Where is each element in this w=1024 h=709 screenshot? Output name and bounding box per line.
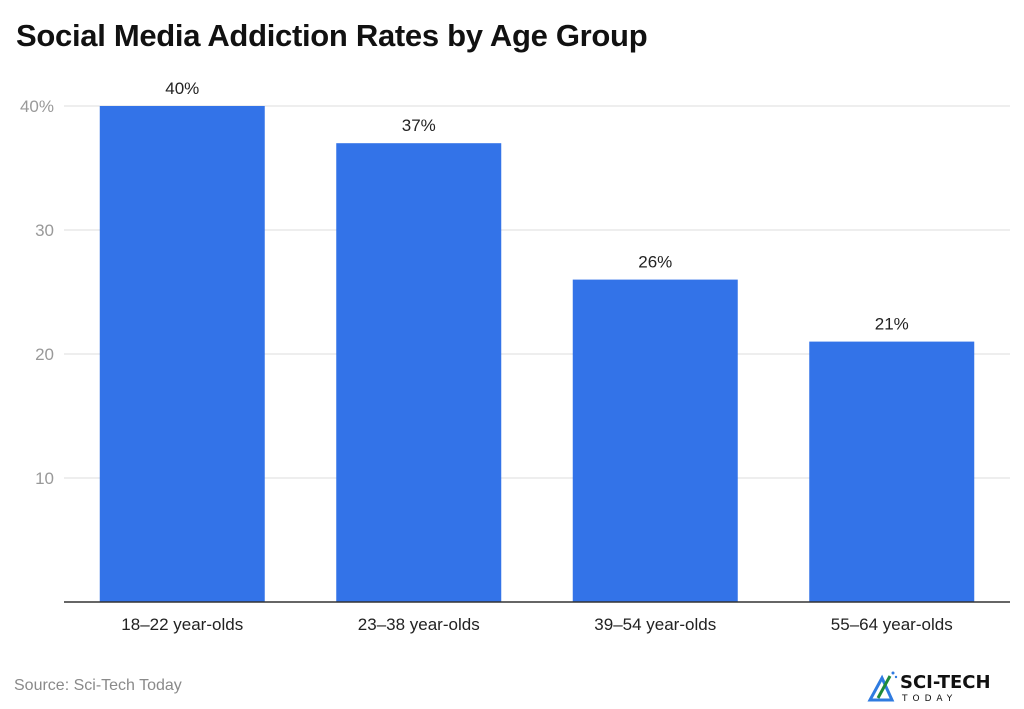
y-tick-label: 30 (35, 221, 54, 240)
x-tick-label: 55–64 year-olds (831, 615, 953, 634)
bar (99, 106, 265, 602)
sci-tech-today-logo: SCI-TECH TODAY (867, 671, 991, 704)
data-label: 37% (402, 116, 436, 135)
bar (572, 279, 738, 602)
chart-title: Social Media Addiction Rates by Age Grou… (16, 18, 648, 53)
x-tick-label: 23–38 year-olds (358, 615, 480, 634)
y-tick-label: 20 (35, 345, 54, 364)
svg-text:TODAY: TODAY (901, 694, 957, 704)
data-label: 21% (875, 315, 909, 334)
y-tick-label: 40% (20, 97, 54, 116)
bar (809, 341, 975, 602)
y-tick-label: 10 (35, 469, 54, 488)
data-label: 40% (165, 79, 199, 98)
data-label: 26% (638, 253, 672, 272)
svg-text:SCI-TECH: SCI-TECH (900, 672, 991, 693)
source-note: Source: Sci-Tech Today (14, 677, 182, 694)
bar (336, 143, 502, 602)
x-tick-label: 18–22 year-olds (121, 615, 243, 634)
x-tick-label: 39–54 year-olds (594, 615, 716, 634)
